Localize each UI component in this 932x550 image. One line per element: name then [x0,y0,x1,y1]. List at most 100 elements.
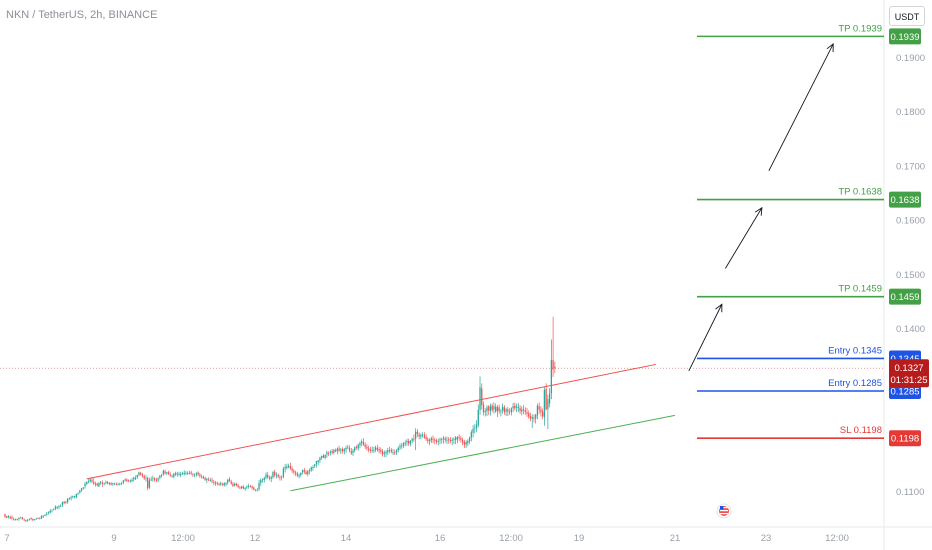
candle-body [341,449,344,452]
candle-body [267,475,269,478]
candle-body [46,513,48,515]
candle-body [416,431,419,434]
candle-body [336,448,338,452]
candle-body [171,476,173,477]
candle-body [294,472,297,474]
sl-price-tag-text: 0.1198 [891,434,919,445]
candle-body [388,450,391,451]
candle-body [394,452,396,454]
candle-body [140,472,142,475]
candle-body [533,417,535,419]
candle-body [13,519,15,521]
candle-body [66,498,69,503]
currency-button[interactable]: USDT [889,6,925,26]
candle-body [540,409,542,413]
candle-body [7,515,10,517]
channel-lower-line[interactable] [290,414,675,492]
flag-icon-stripe [720,510,728,512]
candle-body [378,449,380,451]
candle-body [390,450,392,452]
tp-level-label: TP 0.1638 [838,187,882,198]
last-price-tag [889,359,929,388]
candle-body [129,480,131,482]
channel-upper-line[interactable] [86,363,656,480]
candle-body [87,481,90,483]
candle-body [249,485,251,487]
price-tick-label: 0.1800 [896,107,925,118]
candle-body [94,483,97,485]
candle-body [270,477,272,479]
candle-body [321,456,323,458]
candle-body [362,441,365,445]
candle-body [550,360,553,394]
candle-body [408,440,410,444]
time-tick-label: 12:00 [825,533,849,544]
candle-body [524,409,526,412]
candle-body [397,447,399,451]
candle-body [122,480,124,483]
entry-level-label: Entry 0.1285 [828,378,882,389]
candle-body [421,434,424,436]
flag-icon[interactable] [716,503,732,519]
candle-body [30,517,32,519]
candle-body [334,450,337,452]
time-axis[interactable]: 7 9 12:00 12 14 16 12:00 19 21 23 12:00 [4,533,849,544]
candle-body [89,479,91,482]
candle-body [272,471,274,478]
candle-body [44,515,46,516]
candle-body [371,450,373,451]
candle-body [9,516,11,519]
candle-body [72,496,74,498]
candle-body [437,440,439,442]
candle-body [136,475,138,478]
projection-arrow[interactable] [688,304,723,372]
candle-body [234,483,236,486]
candle-body [308,470,311,472]
candle-body [434,439,436,441]
candle-body [481,388,483,406]
candle-body [124,479,126,481]
candle-body [105,482,107,483]
candle-body [174,472,177,475]
tp-price-tag-text: 0.1638 [890,195,919,206]
candle-body [110,483,112,485]
candle-body [258,483,260,490]
candle-body [303,470,305,472]
candle-body [108,483,111,484]
candle-body [169,474,171,476]
candle-body [414,431,417,439]
candle-body [254,489,257,491]
candle-body [451,439,453,441]
candle-body [228,478,231,482]
candle-body [491,405,493,410]
candle-body [133,477,135,480]
candle-body [235,483,238,486]
tp-level-label: TP 0.1459 [838,284,882,295]
candle-body [326,452,328,455]
candle-body [366,446,368,449]
candle-body [277,475,279,477]
candle-body [204,477,206,480]
candle-body [80,488,83,491]
candle-body [33,518,36,521]
candle-body [413,438,415,440]
candle-body [347,447,349,449]
candle-body [183,472,185,474]
candle-body [157,478,159,481]
candle-body [53,508,55,510]
projection-arrow[interactable] [768,43,834,172]
candle-body [206,478,208,480]
candle-body [305,471,307,474]
candle-body [147,477,149,489]
entry-level-label: Entry 0.1345 [828,345,882,356]
projection-arrow[interactable] [724,207,763,269]
candle-body [409,440,412,444]
candle-body [138,472,140,476]
candle-body [216,482,218,484]
candle-body [51,509,53,511]
candle-body [181,473,184,475]
tp-price-tag [889,288,921,305]
